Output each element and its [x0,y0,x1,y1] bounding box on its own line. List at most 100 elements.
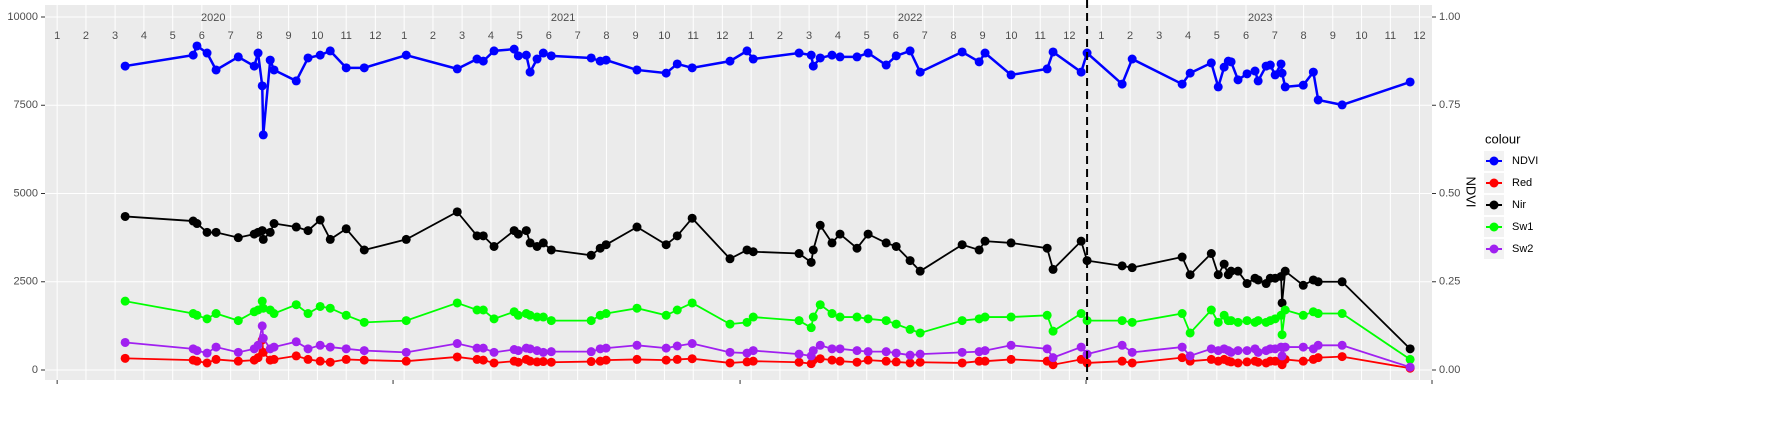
month-label: 7 [1272,30,1278,42]
data-point [269,309,279,319]
legend-key-point [1489,178,1499,188]
data-point [253,48,263,58]
data-point [1006,70,1016,80]
month-label: 4 [141,30,147,42]
data-point [525,238,535,248]
data-point [1226,357,1236,367]
legend-title: colour [1485,131,1521,146]
data-point [325,342,335,352]
data-point [661,343,671,353]
year-label: 2021 [551,12,575,24]
data-point [269,65,279,75]
month-label: 5 [864,30,870,42]
legend-label: NDVI [1512,155,1538,167]
legend: colour NDVI Red Nir Sw1 Sw2 [1484,131,1538,259]
data-point [1405,344,1415,354]
data-point [957,347,967,357]
data-point [452,339,462,349]
data-point [586,53,596,63]
data-point [632,354,642,364]
data-point [725,254,735,264]
data-point [1082,358,1092,368]
data-point [794,357,804,367]
month-label: 2 [1127,30,1133,42]
data-point [835,344,845,354]
data-point [1127,263,1137,273]
data-point [525,67,535,77]
data-point [1277,330,1287,340]
month-label: 7 [922,30,928,42]
data-point [957,358,967,368]
data-point [478,231,488,241]
data-point [725,56,735,66]
data-point [1042,243,1052,253]
data-point [687,298,697,308]
month-label: 1 [1098,30,1104,42]
data-point [359,346,369,356]
data-point [1206,305,1216,315]
legend-label: Nir [1512,199,1526,211]
data-point [233,52,243,62]
data-point [632,303,642,313]
data-point [1253,76,1263,86]
data-point [980,312,990,322]
data-point [202,314,212,324]
data-point [1042,64,1052,74]
data-point [1213,82,1223,92]
data-point [258,303,268,313]
data-point [359,63,369,73]
y2-tick-label: 1.00 [1439,11,1460,23]
data-point [742,46,752,56]
data-point [525,344,535,354]
month-label: 11 [688,30,699,42]
data-point [1233,75,1243,85]
data-point [1082,316,1092,326]
data-point [1226,316,1236,326]
data-point [472,343,482,353]
data-point [863,229,873,239]
data-point [1313,277,1323,287]
month-label: 11 [340,30,351,42]
data-point [1233,346,1243,356]
data-point [1313,353,1323,363]
data-point [974,57,984,67]
data-point [1185,328,1195,338]
data-point [1117,340,1127,350]
month-label: 6 [199,30,205,42]
data-point [359,355,369,365]
month-label: 2 [430,30,436,42]
data-point [192,356,202,366]
data-point [957,316,967,326]
data-point [211,354,221,364]
data-point [192,346,202,356]
data-point [891,348,901,358]
data-point [1242,357,1252,367]
data-point [980,48,990,58]
data-point [1226,347,1236,357]
data-point [1405,362,1415,372]
data-point [120,61,130,71]
month-label: 12 [1063,30,1075,42]
data-point [258,130,268,140]
data-point [513,229,523,239]
data-point [815,340,825,350]
data-point [192,41,202,51]
month-label: 7 [575,30,581,42]
data-point [1206,249,1216,259]
data-point [672,59,682,69]
data-point [808,61,818,71]
data-point [1242,316,1252,326]
data-point [532,54,542,64]
data-point [980,346,990,356]
data-point [957,47,967,57]
data-point [661,355,671,365]
data-point [303,53,313,63]
data-point [1298,310,1308,320]
data-point [525,356,535,366]
data-point [687,63,697,73]
data-point [513,346,523,356]
month-label: 6 [546,30,552,42]
data-point [672,341,682,351]
data-point [687,213,697,223]
